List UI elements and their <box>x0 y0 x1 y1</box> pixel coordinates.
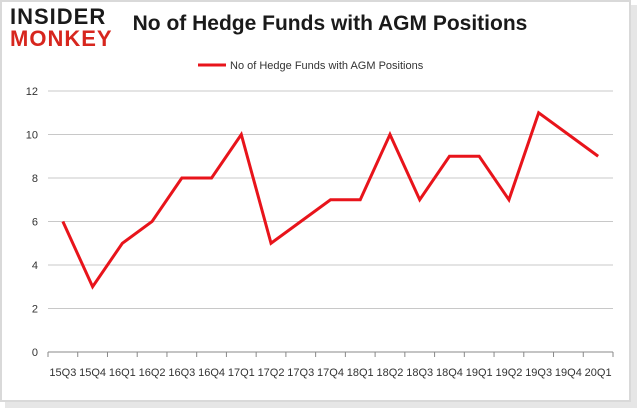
y-tick-label: 0 <box>32 347 38 359</box>
x-tick-label: 19Q1 <box>466 367 493 379</box>
chart-title: No of Hedge Funds with AGM Positions <box>132 12 528 35</box>
x-tick-label: 18Q1 <box>347 367 374 379</box>
logo-line-2: MONKEY <box>10 26 113 51</box>
x-tick-label: 19Q2 <box>495 367 522 379</box>
x-tick-label: 16Q2 <box>139 367 166 379</box>
y-tick-label: 2 <box>32 304 38 316</box>
x-tick-label: 18Q3 <box>406 367 433 379</box>
x-tick-label: 17Q2 <box>258 367 285 379</box>
insider-monkey-logo: INSIDER MONKEY <box>10 6 120 56</box>
x-tick-label: 16Q1 <box>109 367 136 379</box>
y-tick-label: 10 <box>26 130 38 142</box>
x-tick-label: 18Q2 <box>377 367 404 379</box>
logo-line-1: INSIDER <box>10 4 107 29</box>
x-tick-label: 20Q1 <box>585 367 612 379</box>
y-tick-label: 6 <box>32 217 38 229</box>
x-tick-label: 19Q3 <box>525 367 552 379</box>
x-tick-label: 17Q1 <box>228 367 255 379</box>
x-tick-label: 17Q3 <box>287 367 314 379</box>
y-tick-label: 8 <box>32 173 38 185</box>
y-tick-label: 12 <box>26 86 38 98</box>
legend-label: No of Hedge Funds with AGM Positions <box>230 60 424 72</box>
x-tick-label: 18Q4 <box>436 367 463 379</box>
x-tick-label: 15Q4 <box>79 367 106 379</box>
x-tick-label: 16Q4 <box>198 367 225 379</box>
y-tick-label: 4 <box>32 260 38 272</box>
x-tick-label: 17Q4 <box>317 367 344 379</box>
x-tick-label: 16Q3 <box>168 367 195 379</box>
x-tick-label: 19Q4 <box>555 367 582 379</box>
x-tick-label: 15Q3 <box>49 367 76 379</box>
chart-frame <box>0 0 631 402</box>
